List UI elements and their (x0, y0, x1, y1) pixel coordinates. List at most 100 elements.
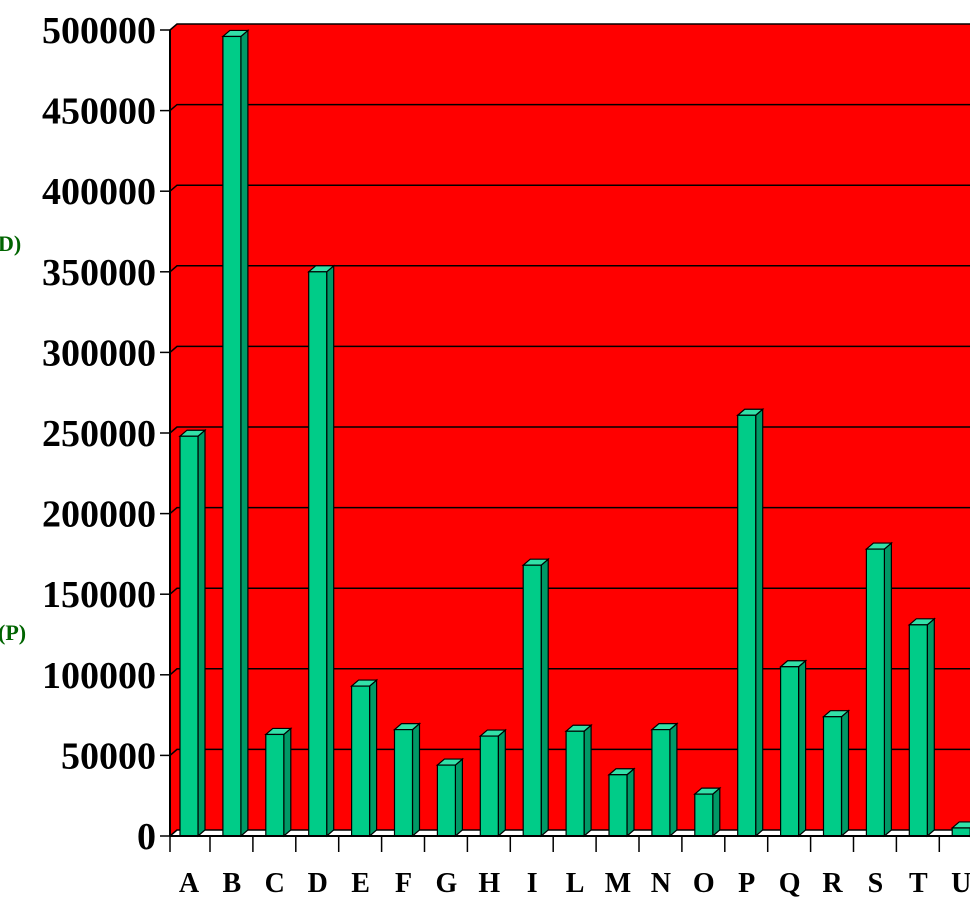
bar-front (694, 793, 714, 837)
x-tick-label: P (738, 868, 755, 899)
bar-front (351, 685, 371, 837)
bar-side (626, 767, 635, 838)
bar-side (540, 557, 549, 838)
bar-front (822, 716, 843, 837)
bar-front (308, 271, 328, 837)
gridline (169, 587, 970, 595)
side-label-bottom: (P) (0, 620, 26, 645)
bar-front (436, 764, 456, 837)
bar-Q (778, 659, 808, 838)
x-tick-label: Q (779, 868, 801, 899)
y-tick-label: 500000 (42, 10, 156, 52)
y-tick-label: 50000 (61, 735, 156, 777)
gridline (169, 265, 970, 273)
x-tick-label: D (308, 868, 328, 899)
x-tick-label: H (478, 868, 500, 899)
x-tick-label: O (693, 868, 715, 899)
bar-side (411, 722, 421, 838)
bar-front (393, 729, 414, 837)
gridline (169, 426, 970, 434)
bar-side (712, 786, 721, 838)
bar-D (307, 264, 336, 838)
bar-B (221, 29, 250, 838)
x-tick-label: R (822, 868, 843, 899)
bar-S (864, 541, 894, 838)
gridline (169, 668, 970, 676)
bar-front (651, 729, 671, 837)
y-tick-label: 350000 (42, 252, 156, 294)
bars (178, 29, 970, 838)
bar-front (908, 624, 928, 837)
y-tick-label: 150000 (42, 574, 156, 616)
gridline (169, 23, 970, 31)
bar-T (907, 617, 936, 838)
x-tick-label: S (868, 868, 884, 899)
bar-front (865, 548, 886, 837)
bar-side (197, 428, 206, 838)
bar-side (583, 723, 592, 838)
x-tick-label: A (179, 868, 200, 899)
gridline (169, 506, 970, 515)
gridline (169, 103, 970, 112)
x-tick-label: G (436, 868, 458, 899)
bar-front (179, 435, 199, 837)
y-tick-label: 400000 (42, 171, 156, 213)
y-tick-label: 100000 (42, 655, 156, 697)
y-tick-label: 0 (137, 816, 156, 858)
x-tick-label: F (395, 868, 412, 899)
bar-front (951, 827, 970, 837)
bar-H (478, 728, 507, 838)
gridlines (169, 23, 970, 837)
side-label-top: D) (0, 231, 21, 256)
bar-front (565, 730, 585, 837)
bar-front (608, 774, 628, 837)
bar-front (222, 35, 242, 837)
x-tick-label: U (951, 868, 970, 899)
bar-side (497, 728, 506, 838)
bar-L (564, 723, 593, 838)
bar-side (240, 29, 249, 838)
y-tick-label: 300000 (42, 332, 156, 374)
bar-E (349, 678, 379, 838)
x-tick-label: C (265, 868, 285, 899)
gridline (169, 748, 970, 756)
bar-front (265, 733, 285, 837)
bar-R (821, 709, 851, 838)
bar-front (522, 564, 542, 837)
plot-background (169, 23, 970, 838)
y-tick-label: 450000 (42, 91, 156, 133)
x-tick-label: T (909, 868, 928, 899)
bar-side (369, 678, 378, 838)
y-tick-label: 250000 (42, 413, 156, 455)
bar-side (926, 617, 935, 838)
bar-side (326, 264, 335, 838)
gridline (169, 345, 970, 353)
x-tick-label: L (566, 868, 585, 899)
bar-C (264, 727, 293, 838)
bar-F (392, 722, 422, 838)
bar-N (650, 722, 679, 838)
gridline (169, 184, 970, 192)
bar-O (693, 786, 722, 838)
bar-front (737, 414, 757, 837)
bar-I (521, 557, 550, 838)
bar-side (797, 659, 807, 838)
bar-M (607, 767, 636, 838)
x-tick-label: M (605, 868, 631, 899)
bar-front (479, 735, 499, 837)
x-tick-label: I (527, 868, 538, 899)
x-tick-label: B (223, 868, 242, 899)
bar-A (178, 428, 207, 838)
bar-side (755, 407, 764, 838)
bar-side (669, 722, 678, 838)
bar-P (736, 407, 765, 838)
bar-side (883, 541, 893, 838)
bar-G (435, 757, 465, 838)
x-tick-label: E (351, 868, 370, 899)
bar-side (454, 757, 463, 838)
bar-side (840, 709, 850, 838)
x-tick-label: N (651, 868, 671, 899)
bar-front (779, 666, 800, 837)
